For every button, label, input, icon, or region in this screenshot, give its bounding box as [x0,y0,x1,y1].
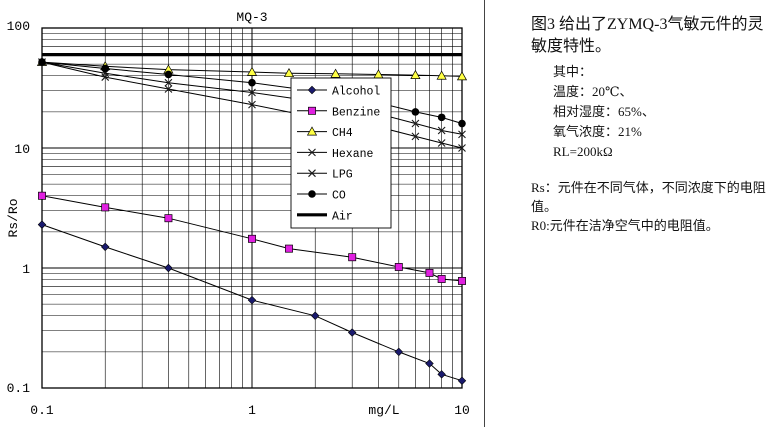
marker-benzine [437,275,446,283]
note-rs: Rs：元件在不同气体，不同浓度下的电阻值。 [531,180,766,214]
x-axis-label: mg/L [368,403,399,418]
marker-ch4 [436,70,447,80]
y-tick-label: 100 [7,19,30,34]
marker-benzine [348,253,357,262]
description-heading: 图3 给出了ZYMQ-3气敏元件的灵敏度特性。 [531,16,764,55]
x-tick-label: 0.1 [30,403,54,418]
condition-line: 氧气浓度：21% [553,124,642,139]
marker-hexane [101,73,110,81]
divider-line [484,0,485,427]
plot-frame [41,27,463,389]
legend-label-co: CO [332,190,346,203]
marker-alcohol [247,295,257,305]
marker-benzine [164,214,173,223]
legend-marker-lpg [308,169,316,178]
marker-co [411,108,420,116]
marker-benzine [101,203,110,212]
notes: Rs：元件在不同气体，不同浓度下的电阻值。 R0:元件在洁净空气中的电阻值。 [531,178,766,235]
legend-box [290,77,392,229]
description-panel: 图3 给出了ZYMQ-3气敏元件的灵敏度特性。 其中： 温度：20℃、 相对湿度… [531,14,766,233]
legend-marker-benzine [308,106,316,115]
y-tick-label: 0.1 [7,381,31,396]
legend-marker-alcohol [307,85,317,95]
marker-alcohol [394,347,404,357]
marker-ch4 [283,67,295,78]
marker-hexane [437,139,446,147]
marker-hexane [248,100,256,109]
marker-lpg [248,88,256,97]
marker-benzine [285,244,293,253]
marker-hexane [458,144,466,152]
marker-alcohol [310,311,320,320]
legend-marker-hexane [308,148,316,157]
marker-ch4 [246,66,258,76]
condition-line: RL=200kΩ [553,144,613,159]
note-r0: R0:元件在洁净空气中的电阻值。 [531,218,719,233]
series-line-alcohol [41,224,463,382]
y-tick-label: 1 [22,262,30,277]
marker-hexane [411,132,420,141]
marker-ch4 [456,71,468,81]
marker-alcohol [425,359,434,368]
marker-alcohol [164,263,173,273]
series-benzine [38,191,466,285]
marker-benzine [458,276,466,285]
y-axis-label: Rs/Ro [6,198,21,237]
y-tick-label: 10 [14,142,30,157]
series-line-ch4 [41,61,463,77]
marker-alcohol [437,370,446,379]
legend-label-alcohol: Alcohol [332,86,380,99]
marker-co [164,70,173,79]
marker-benzine [38,191,46,200]
conditions-list: 其中： 温度：20℃、 相对湿度：65%、 氧气浓度：21% RL=200kΩ [553,62,766,162]
tick-labels: 0.1 1 10 100 10 1 0.1 [7,19,470,418]
marker-lpg [164,78,173,87]
legend-label-air: Air [332,210,353,223]
marker-hexane [164,85,173,93]
legend-marker-ch4 [306,126,318,136]
series-alcohol [37,220,467,385]
marker-alcohol [347,328,357,337]
marker-alcohol [37,220,47,229]
condition-line: 温度：20℃、 [553,84,633,99]
series-line-benzine [41,195,463,282]
marker-lpg [458,130,466,139]
marker-lpg [437,126,446,135]
marker-co [437,113,446,122]
marker-co [101,64,110,73]
marker-co [458,119,466,128]
marker-benzine [394,263,403,271]
marker-benzine [425,268,434,277]
marker-alcohol [457,376,467,385]
marker-ch4 [330,68,341,78]
legend-label-hexane: Hexane [332,148,374,161]
marker-benzine [248,234,256,243]
marker-lpg [411,119,420,128]
condition-line: 其中： [553,64,593,79]
legend: Alcohol Benzine CH4 Hexane LPG CO Air [290,77,392,229]
marker-alcohol [100,242,110,252]
x-tick-label: 10 [454,403,470,418]
x-tick-label: 1 [248,403,256,418]
legend-marker-co [308,190,316,198]
marker-ch4 [410,69,421,79]
marker-co [248,78,256,87]
marker-co [38,58,46,66]
sensitivity-chart: 0.1 1 10 100 10 1 0.1 MQ-3 Rs/Ro mg/L Alcohol B… [6,10,470,418]
condition-line: 相对湿度：65%、 [553,104,655,119]
legend-label-lpg: LPG [332,169,353,182]
legend-label-ch4: CH4 [332,127,353,140]
chart-title: MQ-3 [236,10,267,25]
legend-label-benzine: Benzine [332,106,380,119]
